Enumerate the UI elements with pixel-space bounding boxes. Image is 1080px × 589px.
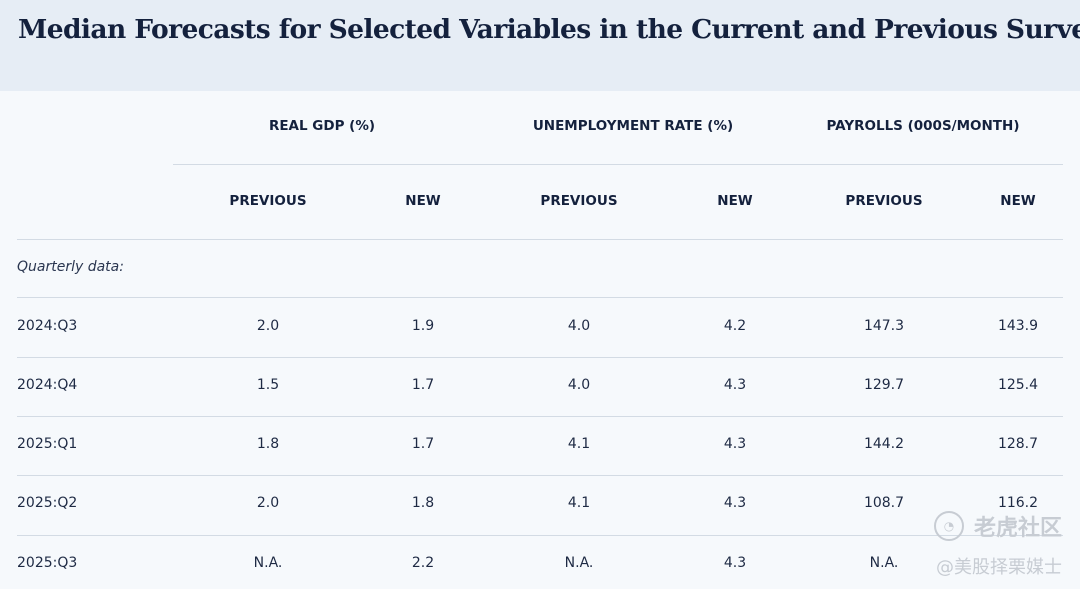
tiger-logo-icon: ◔ [933,511,964,541]
header-payrolls: PAYROLLS (000S/MONTH) [826,118,1020,134]
header-divider [173,164,1063,165]
cell-gdp-previous: 1.5 [256,377,280,393]
subheader-payrolls-new: NEW [1000,193,1036,209]
header-real-gdp: REAL GDP (%) [268,118,376,134]
cell-gdp-new: 1.7 [411,377,435,393]
row-divider [17,475,1063,476]
cell-gdp-new: 1.7 [411,436,435,452]
cell-payrolls-new: 125.4 [997,377,1039,393]
header-unemployment-rate: UNEMPLOYMENT RATE (%) [532,118,734,134]
cell-gdp-new: 2.2 [411,555,435,571]
table-divider [17,239,1063,240]
row-label: 2025:Q2 [17,495,78,511]
cell-payrolls-previous: 147.3 [863,318,905,334]
cell-unemployment-previous: N.A. [564,555,594,571]
row-label: 2025:Q3 [17,555,78,571]
cell-gdp-previous: 2.0 [256,495,280,511]
subheader-gdp-new: NEW [405,193,441,209]
subheader-payrolls-previous: PREVIOUS [845,193,923,209]
row-label: 2025:Q1 [17,436,78,452]
cell-unemployment-new: 4.3 [723,555,747,571]
cell-unemployment-previous: 4.0 [567,377,591,393]
watermark-author: @美股择栗媒士 [936,557,1062,578]
cell-gdp-new: 1.8 [411,495,435,511]
cell-payrolls-new: 143.9 [997,318,1039,334]
table-divider [17,297,1063,298]
cell-payrolls-new: 116.2 [997,495,1039,511]
subheader-unemployment-new: NEW [717,193,753,209]
section-label: Quarterly data: [17,259,124,275]
row-label: 2024:Q3 [17,318,78,334]
cell-payrolls-previous: N.A. [869,555,899,571]
cell-unemployment-new: 4.3 [723,377,747,393]
row-label: 2024:Q4 [17,377,78,393]
cell-unemployment-previous: 4.0 [567,318,591,334]
row-divider [17,416,1063,417]
cell-gdp-previous: 1.8 [256,436,280,452]
cell-payrolls-new: 128.7 [997,436,1039,452]
subheader-gdp-previous: PREVIOUS [229,193,307,209]
cell-unemployment-previous: 4.1 [567,436,591,452]
cell-payrolls-previous: 108.7 [863,495,905,511]
cell-unemployment-new: 4.2 [723,318,747,334]
cell-gdp-previous: 2.0 [256,318,280,334]
watermark-brand-text: 老虎社区 [973,516,1062,541]
page-title: Median Forecasts for Selected Variables … [18,14,1080,45]
cell-payrolls-previous: 129.7 [863,377,905,393]
cell-gdp-previous: N.A. [253,555,283,571]
cell-unemployment-new: 4.3 [723,436,747,452]
title-bar: Median Forecasts for Selected Variables … [0,0,1080,91]
subheader-unemployment-previous: PREVIOUS [540,193,618,209]
row-divider [17,535,1063,536]
cell-gdp-new: 1.9 [411,318,435,334]
cell-unemployment-previous: 4.1 [567,495,591,511]
watermark-brand: ◔ 老虎社区 [933,510,1062,542]
cell-unemployment-new: 4.3 [723,495,747,511]
row-divider [17,357,1063,358]
cell-payrolls-previous: 144.2 [863,436,905,452]
